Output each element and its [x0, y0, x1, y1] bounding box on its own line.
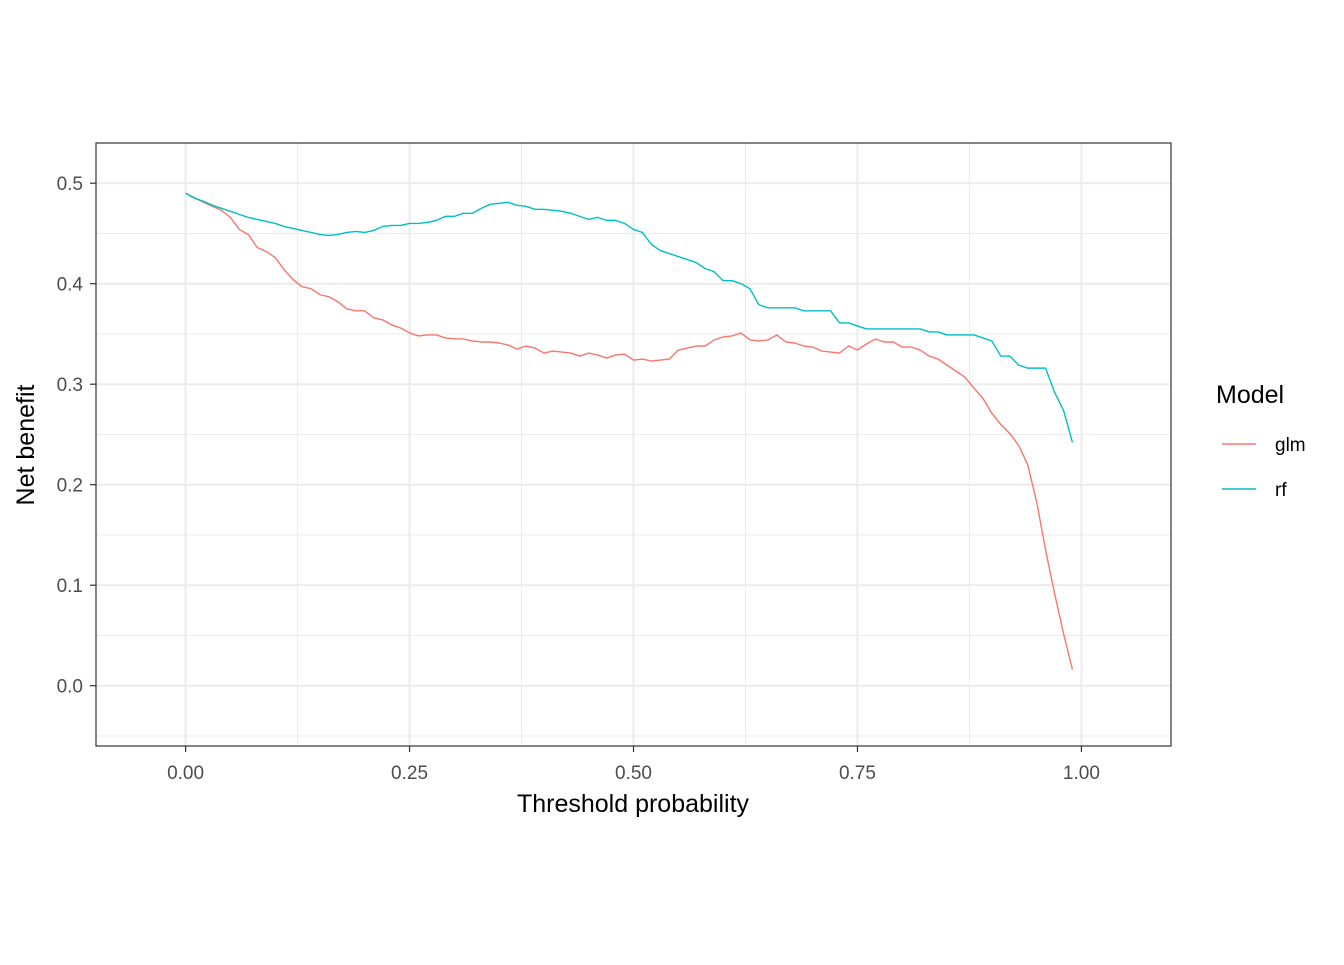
- legend-label-glm: glm: [1275, 435, 1306, 456]
- x-axis: 0.00 0.25 0.50 0.75 1.00: [167, 746, 1100, 784]
- x-tick-label: 0.25: [391, 763, 428, 784]
- legend: Model glm rf: [1216, 381, 1306, 501]
- y-axis-title: Net benefit: [12, 384, 40, 505]
- y-axis: 0.0 0.1 0.2 0.3 0.4 0.5: [57, 174, 96, 698]
- x-axis-title: Threshold probability: [517, 790, 750, 818]
- x-tick-label: 0.00: [167, 763, 204, 784]
- x-tick-label: 0.50: [615, 763, 652, 784]
- y-tick-label: 0.5: [57, 174, 83, 195]
- legend-label-rf: rf: [1275, 480, 1287, 501]
- grid-major: [96, 143, 1171, 746]
- y-tick-label: 0.1: [57, 576, 83, 597]
- y-tick-label: 0.3: [57, 375, 83, 396]
- x-tick-label: 1.00: [1063, 763, 1100, 784]
- series-line-glm: [185, 192, 1074, 670]
- x-tick-label: 0.75: [839, 763, 876, 784]
- series-lines: [185, 192, 1074, 670]
- y-tick-label: 0.2: [57, 476, 83, 497]
- legend-items: glm rf: [1222, 435, 1306, 501]
- series-line-rf: [185, 192, 1074, 443]
- legend-item-rf: rf: [1222, 480, 1287, 501]
- legend-item-glm: glm: [1222, 435, 1306, 456]
- y-tick-label: 0.4: [57, 275, 84, 296]
- y-tick-label: 0.0: [57, 677, 83, 698]
- legend-title: Model: [1216, 381, 1284, 409]
